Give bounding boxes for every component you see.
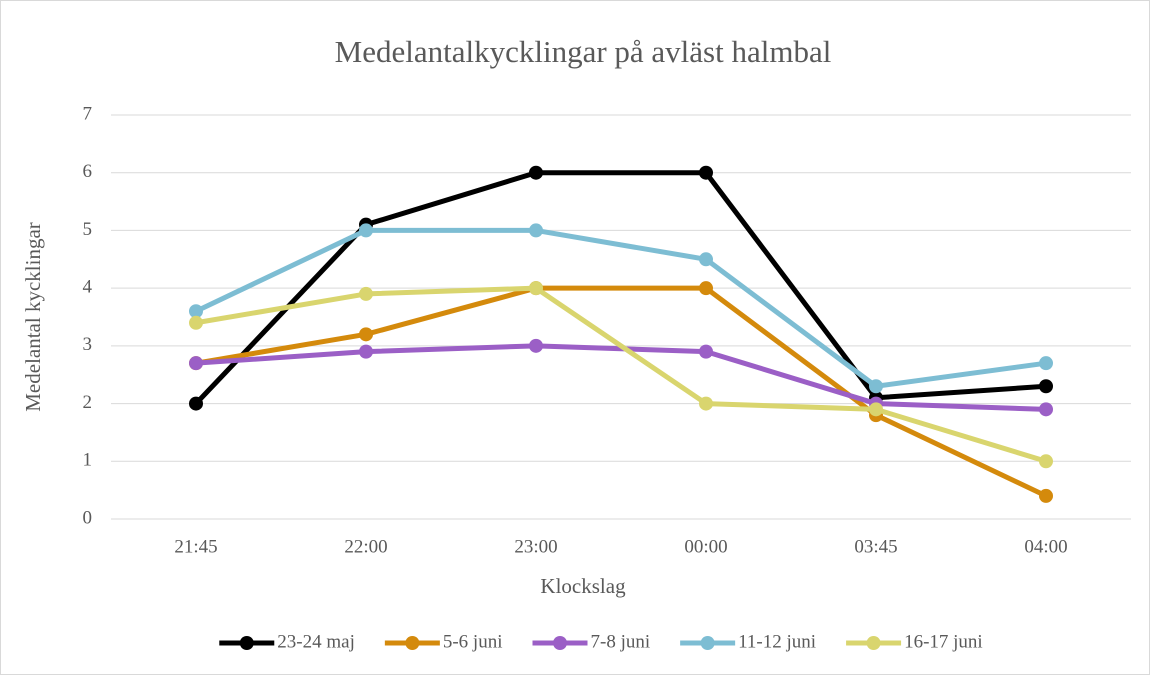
legend-item: 7-8 juni: [532, 631, 651, 652]
data-point: [359, 223, 373, 238]
x-tick-label: 03:45: [854, 536, 897, 557]
series-line: [195, 285, 1047, 464]
data-point: [699, 281, 713, 296]
y-tick-label: 3: [83, 334, 93, 355]
data-point: [699, 344, 713, 359]
x-tick-label: 23:00: [514, 536, 557, 557]
data-point: [1039, 356, 1053, 371]
data-point: [529, 165, 543, 180]
chart-title: Medelantalkycklingar på avläst halmbal: [335, 34, 832, 69]
legend: 23-24 maj 5-6 juni 7-8 juni 11-12 juni 16-17…: [219, 631, 983, 652]
data-point: [699, 252, 713, 267]
data-point: [1039, 402, 1053, 417]
data-point: [529, 281, 543, 296]
data-point: [529, 223, 543, 238]
legend-marker: [553, 636, 567, 650]
data-point: [1039, 488, 1053, 503]
legend-marker: [700, 636, 715, 650]
data-point: [529, 338, 543, 353]
data-point: [359, 327, 373, 342]
legend-label: 7-8 juni: [591, 631, 651, 652]
series-line: [194, 227, 1047, 389]
data-point: [699, 165, 713, 180]
legend-label: 11-12 juni: [738, 631, 816, 652]
y-tick-label: 1: [83, 450, 93, 471]
x-axis-label: Klockslag: [540, 574, 626, 598]
x-tick-label: 04:00: [1024, 536, 1067, 557]
data-point: [189, 304, 203, 319]
y-tick-label: 5: [83, 219, 93, 240]
legend-item: 5-6 juni: [384, 631, 503, 652]
data-point: [869, 402, 883, 417]
legend-item: 23-24 maj: [219, 631, 355, 652]
legend-item: 11-12 juni: [680, 631, 816, 652]
y-tick-label: 0: [83, 507, 93, 528]
legend-marker: [866, 636, 881, 650]
legend-marker: [239, 636, 254, 650]
legend-label: 16-17 juni: [904, 631, 983, 652]
data-point: [189, 396, 203, 411]
data-point: [359, 286, 373, 301]
y-tick-label: 2: [83, 392, 93, 413]
legend-label: 5-6 juni: [443, 631, 503, 652]
data-point: [869, 379, 883, 394]
data-point: [189, 315, 203, 330]
data-point: [189, 356, 203, 371]
legend-marker: [405, 636, 420, 650]
legend-label: 23-24 maj: [277, 631, 355, 652]
x-tick-label: 22:00: [344, 536, 387, 557]
data-point: [359, 344, 373, 359]
series-line: [194, 170, 1047, 406]
data-point: [1039, 454, 1053, 469]
y-tick-label: 4: [83, 277, 93, 298]
x-tick-label: 00:00: [684, 536, 727, 557]
y-axis-label: Medelantal kycklingar: [21, 222, 45, 412]
data-point: [699, 396, 713, 411]
series-line: [195, 285, 1048, 499]
y-tick-label: 7: [83, 103, 93, 124]
legend-item: 16-17 juni: [846, 631, 983, 652]
data-point: [1039, 379, 1053, 394]
x-tick-label: 21:45: [174, 536, 217, 557]
y-tick-label: 6: [83, 161, 93, 182]
